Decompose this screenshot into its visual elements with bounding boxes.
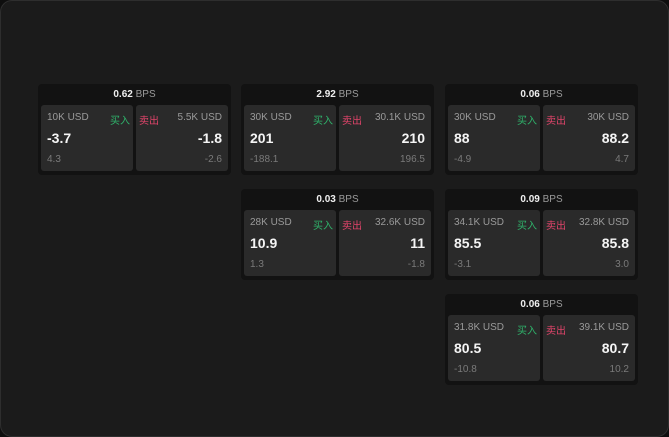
spread-value: 0.06 [520, 89, 540, 100]
spread-value: 2.92 [316, 89, 336, 100]
buy-price: 80.5 [454, 340, 482, 356]
buy-change: 1.3 [250, 259, 264, 270]
sell-change: -1.8 [407, 259, 425, 270]
buy-size: 30K USD [454, 112, 496, 123]
buy-tile[interactable]: 30K USD 买入 88 -4.9 [448, 105, 540, 171]
buy-size: 10K USD [47, 112, 89, 123]
sell-tile[interactable]: 卖出 32.6K USD 11 -1.8 [339, 210, 431, 276]
sell-label: 卖出 [139, 116, 159, 127]
buy-size: 31.8K USD [454, 322, 505, 333]
sell-label: 卖出 [342, 221, 362, 232]
buy-label: 买入 [517, 221, 537, 232]
buy-label: 买入 [313, 116, 333, 127]
sell-change: 196.5 [399, 154, 425, 165]
sell-price: 85.8 [601, 235, 629, 251]
spread-unit: BPS [338, 89, 359, 100]
buy-price: 201 [250, 130, 274, 146]
buy-change: 4.3 [47, 154, 61, 165]
spread-value: 0.09 [520, 194, 540, 205]
buy-change: -10.8 [454, 364, 477, 375]
spread-header: 0.06 BPS [445, 294, 638, 315]
buy-size: 34.1K USD [454, 217, 505, 228]
sell-tile[interactable]: 卖出 30K USD 88.2 4.7 [543, 105, 635, 171]
spread-value: 0.62 [113, 89, 133, 100]
sell-label: 卖出 [546, 116, 566, 127]
quote-card: 0.03 BPS 28K USD 买入 10.9 1.3 卖出 32.6K US… [241, 189, 434, 280]
spread-value: 0.03 [316, 194, 336, 205]
sell-tile[interactable]: 卖出 5.5K USD -1.8 -2.6 [136, 105, 228, 171]
sell-change: -2.6 [204, 154, 222, 165]
sell-label: 卖出 [546, 221, 566, 232]
buy-price: 10.9 [250, 235, 278, 251]
quote-card: 0.09 BPS 34.1K USD 买入 85.5 -3.1 卖出 32.8K… [445, 189, 638, 280]
buy-price: 85.5 [454, 235, 482, 251]
spread-unit: BPS [338, 194, 359, 205]
spread-header: 2.92 BPS [241, 84, 434, 105]
sell-size: 32.8K USD [578, 217, 629, 228]
buy-label: 买入 [313, 221, 333, 232]
quote-card: 0.06 BPS 31.8K USD 买入 80.5 -10.8 卖出 39.1… [445, 294, 638, 385]
spread-unit: BPS [542, 299, 563, 310]
spread-unit: BPS [542, 89, 563, 100]
buy-change: -3.1 [454, 259, 472, 270]
buy-price: -3.7 [47, 130, 72, 146]
sell-size: 30.1K USD [374, 112, 425, 123]
spread-header: 0.62 BPS [38, 84, 231, 105]
sell-price: 80.7 [601, 340, 629, 356]
sell-price: -1.8 [197, 130, 222, 146]
buy-tile[interactable]: 10K USD 买入 -3.7 4.3 [41, 105, 133, 171]
sell-size: 30K USD [587, 112, 629, 123]
spread-unit: BPS [135, 89, 156, 100]
buy-tile[interactable]: 31.8K USD 买入 80.5 -10.8 [448, 315, 540, 381]
quote-card: 0.62 BPS 10K USD 买入 -3.7 4.3 卖出 5.5K USD… [38, 84, 231, 175]
buy-tile[interactable]: 34.1K USD 买入 85.5 -3.1 [448, 210, 540, 276]
spread-header: 0.03 BPS [241, 189, 434, 210]
buy-tile[interactable]: 30K USD 买入 201 -188.1 [244, 105, 336, 171]
buy-price: 88 [454, 130, 470, 146]
sell-price: 11 [410, 235, 425, 251]
sell-change: 4.7 [615, 154, 629, 165]
quote-card: 2.92 BPS 30K USD 买入 201 -188.1 卖出 30.1K … [241, 84, 434, 175]
spread-header: 0.09 BPS [445, 189, 638, 210]
spread-value: 0.06 [520, 299, 540, 310]
spread-unit: BPS [542, 194, 563, 205]
buy-size: 30K USD [250, 112, 292, 123]
buy-size: 28K USD [250, 217, 292, 228]
sell-price: 88.2 [601, 130, 629, 146]
sell-change: 3.0 [615, 259, 629, 270]
sell-tile[interactable]: 卖出 32.8K USD 85.8 3.0 [543, 210, 635, 276]
sell-tile[interactable]: 卖出 39.1K USD 80.7 10.2 [543, 315, 635, 381]
buy-tile[interactable]: 28K USD 买入 10.9 1.3 [244, 210, 336, 276]
sell-label: 卖出 [546, 326, 566, 337]
quote-card: 0.06 BPS 30K USD 买入 88 -4.9 卖出 30K USD 8… [445, 84, 638, 175]
sell-size: 39.1K USD [578, 322, 629, 333]
sell-tile[interactable]: 卖出 30.1K USD 210 196.5 [339, 105, 431, 171]
buy-label: 买入 [110, 116, 130, 127]
sell-size: 5.5K USD [177, 112, 222, 123]
sell-size: 32.6K USD [374, 217, 425, 228]
buy-change: -188.1 [250, 154, 279, 165]
buy-label: 买入 [517, 326, 537, 337]
sell-price: 210 [401, 130, 425, 146]
buy-label: 买入 [517, 116, 537, 127]
sell-label: 卖出 [342, 116, 362, 127]
spread-header: 0.06 BPS [445, 84, 638, 105]
buy-change: -4.9 [454, 154, 472, 165]
sell-change: 10.2 [609, 364, 629, 375]
